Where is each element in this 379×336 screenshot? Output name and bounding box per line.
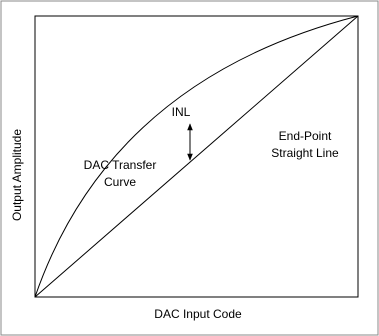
x-axis-label: DAC Input Code bbox=[154, 307, 242, 321]
plot-box bbox=[34, 15, 359, 298]
transfer-label: Curve bbox=[104, 175, 136, 189]
end-point-label: Straight Line bbox=[271, 146, 339, 160]
inl-label: INL bbox=[172, 105, 191, 119]
end-point-label: End-Point bbox=[279, 129, 332, 143]
straight-line bbox=[34, 15, 359, 298]
transfer-curve bbox=[34, 15, 359, 298]
y-axis-label: Output Amplitude bbox=[10, 129, 24, 221]
transfer-label: DAC Transfer bbox=[84, 158, 157, 172]
